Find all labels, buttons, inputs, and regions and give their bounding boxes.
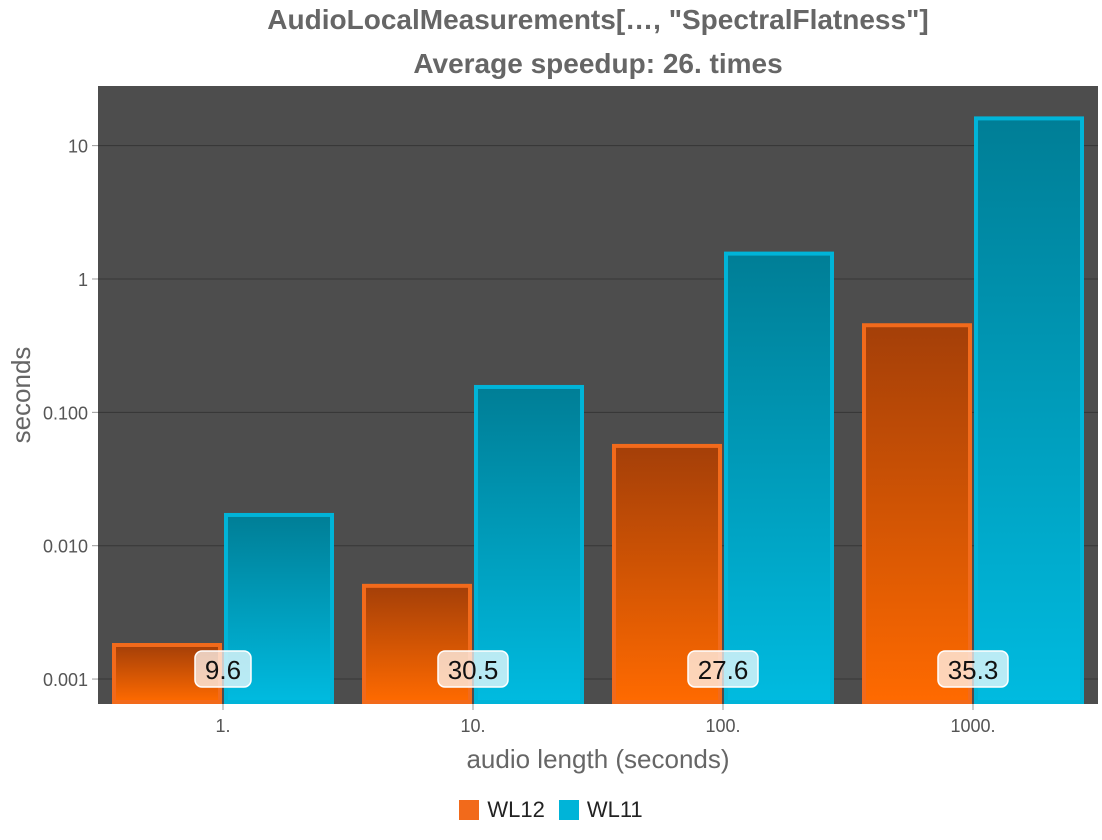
bar-wl12-2 xyxy=(612,443,722,704)
x-tick-label: 1000. xyxy=(950,716,995,736)
bars xyxy=(112,116,1084,705)
bar-wl11-3 xyxy=(974,116,1084,705)
bar-wl11-1 xyxy=(474,384,584,704)
y-tick-label: 0.010 xyxy=(43,537,88,557)
speedup-label-box xyxy=(194,650,252,688)
x-tick-label: 10. xyxy=(460,716,485,736)
bar-wl11-2 xyxy=(724,251,834,704)
chart-title: AudioLocalMeasurements[…, "SpectralFlatn… xyxy=(267,4,929,35)
chart-subtitle: Average speedup: 26. times xyxy=(413,48,783,79)
legend-swatch xyxy=(558,800,579,820)
legend: WL12 WL11 xyxy=(0,797,1102,823)
speedup-label-box xyxy=(437,650,509,688)
bar-wl11-0 xyxy=(224,512,334,705)
legend-swatch xyxy=(459,800,480,820)
legend-label: WL11 xyxy=(586,797,643,822)
speedup-label: 35.3 xyxy=(948,655,999,685)
x-axis-label: audio length (seconds) xyxy=(466,744,729,774)
legend-item-wl11: WL11 xyxy=(558,797,643,823)
y-axis: 0.001 0.010 0.100 1 10 xyxy=(43,137,98,690)
y-tick-label: 0.100 xyxy=(43,403,88,423)
speedup-labels: 9.6 30.5 27.6 35.3 xyxy=(194,650,1009,688)
speedup-label-box xyxy=(687,650,759,688)
x-axis: 1. 10. 100. 1000. xyxy=(215,704,996,736)
y-axis-label: seconds xyxy=(6,347,36,444)
x-tick-label: 1. xyxy=(215,716,230,736)
y-tick-label: 0.001 xyxy=(43,670,88,690)
speedup-label: 30.5 xyxy=(448,655,499,685)
plot-svg: 9.6 30.5 27.6 35.3 0.001 0.010 0.100 1 10 1. 10.… xyxy=(6,86,1098,774)
bar-wl12-3 xyxy=(862,323,972,704)
legend-item-wl12: WL12 xyxy=(459,797,545,823)
y-tick-label: 1 xyxy=(78,270,88,290)
x-tick-label: 100. xyxy=(705,716,740,736)
legend-label: WL12 xyxy=(487,797,545,822)
speedup-label: 27.6 xyxy=(698,655,749,685)
speedup-label-box xyxy=(937,650,1009,688)
y-tick-label: 10 xyxy=(68,137,88,157)
speedup-label: 9.6 xyxy=(205,655,241,685)
